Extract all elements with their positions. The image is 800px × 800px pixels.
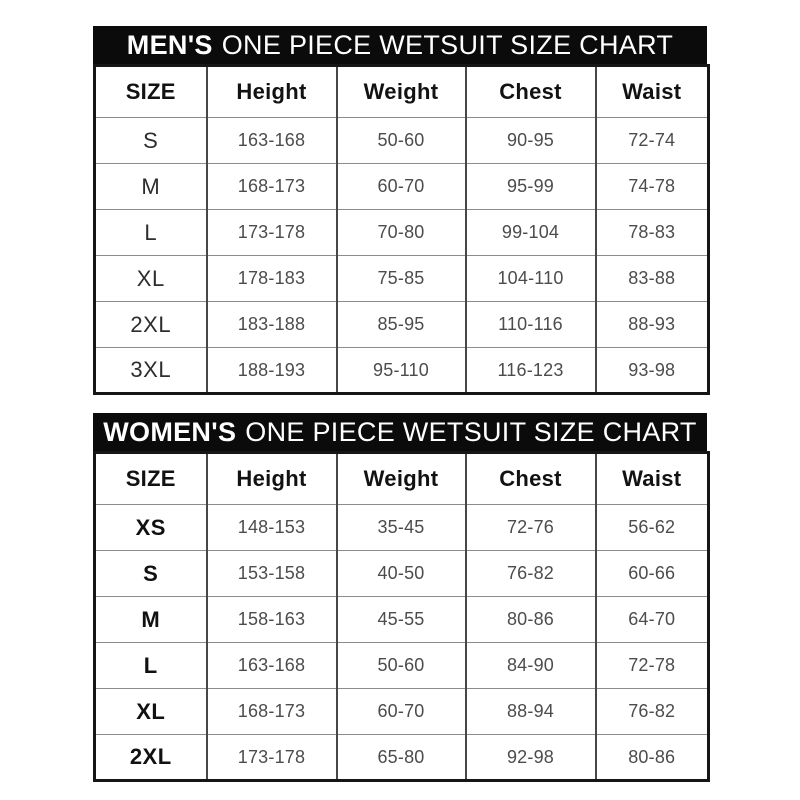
size-cell: S bbox=[94, 117, 207, 164]
value-cell: 99-104 bbox=[464, 209, 596, 256]
value-cell: 90-95 bbox=[464, 117, 596, 164]
mens-size-chart-section: MEN'S ONE PIECE WETSUIT SIZE CHART SIZE H… bbox=[93, 26, 710, 395]
value-cell: 35-45 bbox=[335, 504, 466, 551]
value-cell: 75-85 bbox=[335, 255, 466, 302]
mens-size-table: SIZE Height Weight Chest Waist S 163-168 50-60… bbox=[93, 64, 710, 395]
table-row: S 163-168 50-60 90-95 72-74 bbox=[94, 117, 709, 164]
column-header-waist: Waist bbox=[594, 65, 709, 118]
value-cell: 93-98 bbox=[594, 347, 709, 394]
value-cell: 64-70 bbox=[594, 596, 709, 643]
size-cell: XL bbox=[94, 255, 207, 302]
table-row: 2XL 183-188 85-95 110-116 88-93 bbox=[94, 301, 709, 348]
value-cell: 80-86 bbox=[464, 596, 596, 643]
column-header-waist: Waist bbox=[594, 452, 709, 505]
value-cell: 95-99 bbox=[464, 163, 596, 210]
womens-chart-banner: WOMEN'S ONE PIECE WETSUIT SIZE CHART bbox=[93, 413, 707, 451]
value-cell: 80-86 bbox=[594, 734, 709, 781]
value-cell: 173-178 bbox=[205, 734, 337, 781]
value-cell: 188-193 bbox=[205, 347, 337, 394]
value-cell: 60-70 bbox=[335, 163, 466, 210]
column-header-chest: Chest bbox=[464, 452, 596, 505]
value-cell: 163-168 bbox=[205, 117, 337, 164]
value-cell: 88-94 bbox=[464, 688, 596, 735]
value-cell: 72-76 bbox=[464, 504, 596, 551]
size-cell: M bbox=[94, 596, 207, 643]
value-cell: 110-116 bbox=[464, 301, 596, 348]
value-cell: 168-173 bbox=[205, 163, 337, 210]
size-cell: 2XL bbox=[94, 301, 207, 348]
table-row: M 168-173 60-70 95-99 74-78 bbox=[94, 163, 709, 210]
value-cell: 40-50 bbox=[335, 550, 466, 597]
size-cell: 2XL bbox=[94, 734, 207, 781]
value-cell: 50-60 bbox=[335, 117, 466, 164]
value-cell: 173-178 bbox=[205, 209, 337, 256]
value-cell: 158-163 bbox=[205, 596, 337, 643]
womens-header-row: SIZE Height Weight Chest Waist bbox=[95, 452, 709, 505]
value-cell: 60-66 bbox=[594, 550, 709, 597]
value-cell: 83-88 bbox=[594, 255, 709, 302]
mens-banner-title-rest: ONE PIECE WETSUIT SIZE CHART bbox=[221, 29, 674, 60]
value-cell: 92-98 bbox=[464, 734, 596, 781]
value-cell: 72-74 bbox=[594, 117, 709, 164]
column-header-height: Height bbox=[205, 452, 337, 505]
value-cell: 85-95 bbox=[335, 301, 466, 348]
value-cell: 72-78 bbox=[594, 642, 709, 689]
size-cell: L bbox=[94, 642, 207, 689]
column-header-size: SIZE bbox=[125, 466, 176, 491]
womens-banner-highlight: WOMEN'S bbox=[103, 416, 237, 447]
value-cell: 74-78 bbox=[594, 163, 709, 210]
table-row: XL 168-173 60-70 88-94 76-82 bbox=[94, 688, 709, 735]
column-header-height: Height bbox=[205, 65, 337, 118]
womens-size-chart-section: WOMEN'S ONE PIECE WETSUIT SIZE CHART SIZ… bbox=[93, 413, 710, 782]
value-cell: 60-70 bbox=[335, 688, 466, 735]
womens-size-table: SIZE Height Weight Chest Waist XS 148-153 35-4… bbox=[93, 451, 710, 782]
table-row: S 153-158 40-50 76-82 60-66 bbox=[94, 550, 709, 597]
value-cell: 50-60 bbox=[335, 642, 466, 689]
womens-table-body: XS 148-153 35-45 72-76 56-62 S 153-158 40-50 76-… bbox=[94, 504, 709, 781]
value-cell: 183-188 bbox=[205, 301, 337, 348]
value-cell: 116-123 bbox=[464, 347, 596, 394]
value-cell: 163-168 bbox=[205, 642, 337, 689]
size-cell: L bbox=[94, 209, 207, 256]
value-cell: 168-173 bbox=[205, 688, 337, 735]
table-row: L 163-168 50-60 84-90 72-78 bbox=[94, 642, 709, 689]
column-header-weight: Weight bbox=[335, 452, 466, 505]
table-row: 3XL 188-193 95-110 116-123 93-98 bbox=[94, 347, 709, 394]
table-row: XS 148-153 35-45 72-76 56-62 bbox=[94, 504, 709, 551]
value-cell: 148-153 bbox=[205, 504, 337, 551]
value-cell: 76-82 bbox=[594, 688, 709, 735]
column-header-weight: Weight bbox=[335, 65, 466, 118]
table-row: L 173-178 70-80 99-104 78-83 bbox=[94, 209, 709, 256]
size-cell: S bbox=[94, 550, 207, 597]
value-cell: 95-110 bbox=[335, 347, 466, 394]
size-cell: XS bbox=[94, 504, 207, 551]
value-cell: 70-80 bbox=[335, 209, 466, 256]
value-cell: 88-93 bbox=[594, 301, 709, 348]
value-cell: 76-82 bbox=[464, 550, 596, 597]
mens-header-row: SIZE Height Weight Chest Waist bbox=[95, 65, 709, 118]
table-row: XL 178-183 75-85 104-110 83-88 bbox=[94, 255, 709, 302]
column-header-size: SIZE bbox=[125, 79, 176, 104]
value-cell: 104-110 bbox=[464, 255, 596, 302]
column-header-chest: Chest bbox=[464, 65, 596, 118]
mens-table-body: S 163-168 50-60 90-95 72-74 M 168-173 60-70 95-9… bbox=[94, 117, 709, 394]
value-cell: 65-80 bbox=[335, 734, 466, 781]
table-row: 2XL 173-178 65-80 92-98 80-86 bbox=[94, 734, 709, 781]
size-cell: XL bbox=[94, 688, 207, 735]
value-cell: 45-55 bbox=[335, 596, 466, 643]
value-cell: 78-83 bbox=[594, 209, 709, 256]
size-cell: 3XL bbox=[94, 347, 207, 394]
mens-banner-highlight: MEN'S bbox=[126, 29, 213, 60]
mens-chart-banner: MEN'S ONE PIECE WETSUIT SIZE CHART bbox=[93, 26, 707, 64]
value-cell: 153-158 bbox=[205, 550, 337, 597]
value-cell: 178-183 bbox=[205, 255, 337, 302]
value-cell: 84-90 bbox=[464, 642, 596, 689]
value-cell: 56-62 bbox=[594, 504, 709, 551]
size-cell: M bbox=[94, 163, 207, 210]
table-row: M 158-163 45-55 80-86 64-70 bbox=[94, 596, 709, 643]
womens-banner-title-rest: ONE PIECE WETSUIT SIZE CHART bbox=[245, 416, 697, 447]
